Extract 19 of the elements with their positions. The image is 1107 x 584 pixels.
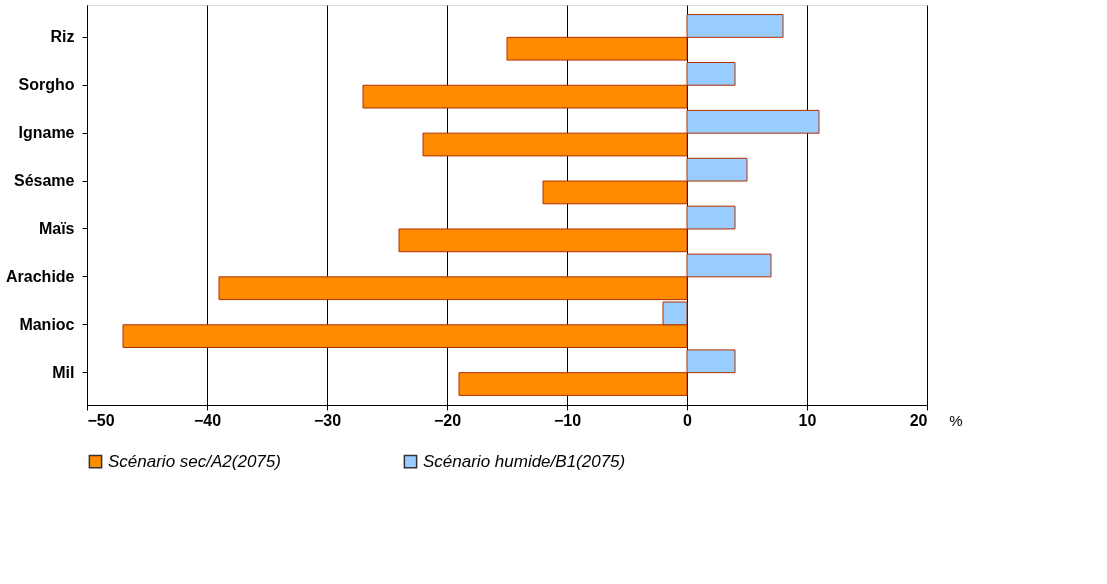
x-tick-label: −10 (553, 411, 582, 429)
y-tick-label: Sorgho (18, 76, 75, 94)
legend-label: Scénario sec/A2(2075) (108, 451, 281, 471)
y-tick-label: Mil (52, 363, 75, 381)
x-tick-label: 0 (683, 411, 693, 429)
y-tick-label: Riz (50, 28, 75, 46)
x-tick-label: −50 (87, 411, 115, 429)
x-tick-label: −30 (313, 411, 342, 429)
x-tick-label: −40 (193, 411, 222, 429)
x-axis-title: % (949, 411, 963, 429)
x-tick-label: −20 (433, 411, 462, 429)
legend-label: Scénario humide/B1(2075) (423, 451, 626, 471)
x-tick-label: 10 (798, 411, 817, 429)
y-tick-label: Manioc (19, 315, 75, 333)
y-tick-label: Maïs (38, 219, 75, 237)
y-tick-label: Arachide (6, 267, 75, 285)
y-tick-label: Sésame (14, 172, 75, 190)
y-tick-label: Igname (18, 124, 75, 142)
x-tick-label: 20 (909, 411, 928, 429)
